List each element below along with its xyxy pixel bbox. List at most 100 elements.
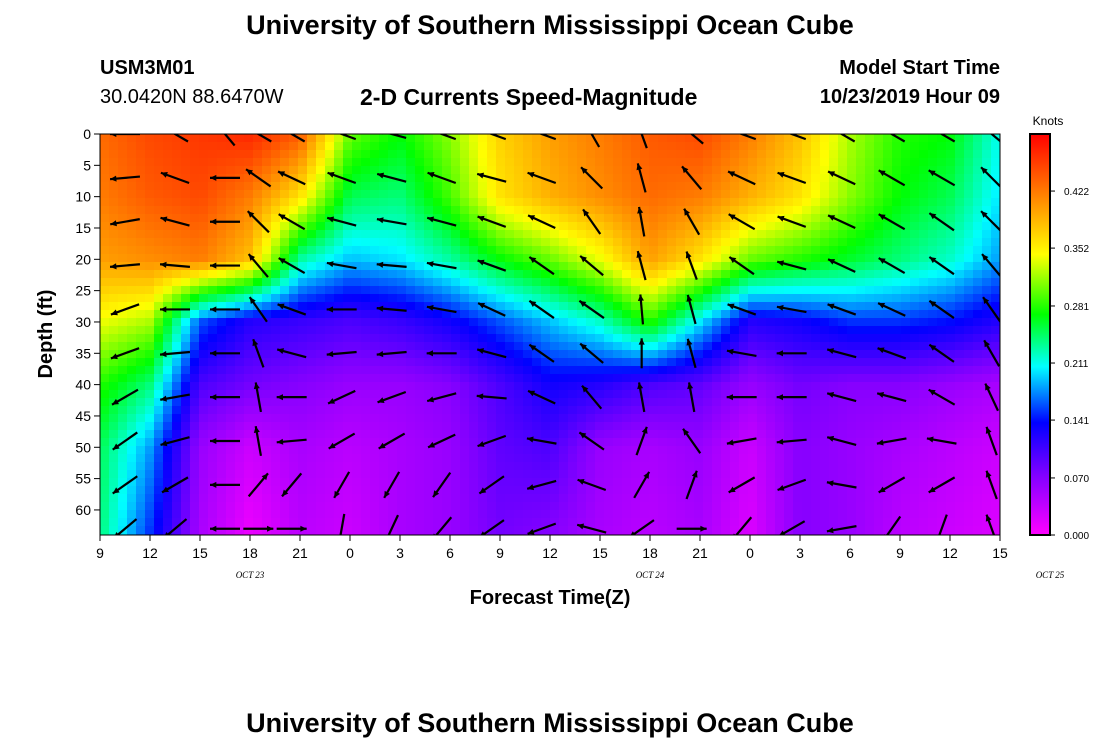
heatmap-cell	[127, 150, 137, 159]
heatmap-cell	[487, 366, 497, 375]
heatmap-cell	[415, 150, 425, 159]
heatmap-cell	[316, 462, 326, 471]
heatmap-cell	[955, 134, 965, 143]
heatmap-cell	[793, 206, 803, 215]
heatmap-cell	[262, 390, 272, 399]
heatmap-cell	[811, 502, 821, 511]
heatmap-cell	[136, 166, 146, 175]
heatmap-cell	[829, 382, 839, 391]
heatmap-cell	[568, 502, 578, 511]
heatmap-cell	[676, 510, 686, 519]
heatmap-cell	[298, 342, 308, 351]
heatmap-cell	[109, 182, 119, 191]
heatmap-cell	[973, 430, 983, 439]
heatmap-cell	[154, 446, 164, 455]
heatmap-cell	[208, 222, 218, 231]
heatmap-cell	[496, 486, 506, 495]
heatmap-cell	[820, 166, 830, 175]
heatmap-cell	[181, 246, 191, 255]
heatmap-cell	[883, 398, 893, 407]
heatmap-cell	[181, 510, 191, 519]
heatmap-cell	[379, 422, 389, 431]
heatmap-cell	[235, 142, 245, 151]
heatmap-cell	[361, 302, 371, 311]
heatmap-cell	[856, 174, 866, 183]
heatmap-cell	[712, 142, 722, 151]
heatmap-cell	[109, 206, 119, 215]
heatmap-cell	[370, 326, 380, 335]
heatmap-cell	[505, 238, 515, 247]
heatmap-cell	[298, 326, 308, 335]
heatmap-cell	[973, 422, 983, 431]
heatmap-cell	[190, 214, 200, 223]
heatmap-cell	[649, 438, 659, 447]
heatmap-cell	[973, 190, 983, 199]
heatmap-cell	[577, 206, 587, 215]
heatmap-cell	[901, 238, 911, 247]
heatmap-cell	[496, 494, 506, 503]
heatmap-cell	[388, 334, 398, 343]
heatmap-cell	[163, 446, 173, 455]
heatmap-cell	[613, 270, 623, 279]
heatmap-cell	[397, 446, 407, 455]
heatmap-cell	[793, 222, 803, 231]
heatmap-cell	[712, 302, 722, 311]
heatmap-cell	[712, 342, 722, 351]
heatmap-cell	[550, 286, 560, 295]
heatmap-cell	[577, 294, 587, 303]
heatmap-cell	[694, 214, 704, 223]
heatmap-cell	[703, 310, 713, 319]
heatmap-cell	[370, 246, 380, 255]
heatmap-cell	[118, 494, 128, 503]
heatmap-cell	[316, 294, 326, 303]
heatmap-cell	[100, 270, 110, 279]
heatmap-cell	[424, 462, 434, 471]
heatmap-cell	[298, 270, 308, 279]
heatmap-cell	[370, 238, 380, 247]
heatmap-cell	[559, 470, 569, 479]
heatmap-cell	[730, 430, 740, 439]
heatmap-cell	[289, 502, 299, 511]
heatmap-cell	[325, 158, 335, 167]
heatmap-cell	[271, 390, 281, 399]
heatmap-cell	[568, 166, 578, 175]
heatmap-cell	[730, 142, 740, 151]
heatmap-cell	[406, 366, 416, 375]
heatmap-cell	[145, 518, 155, 527]
heatmap-cell	[649, 334, 659, 343]
heatmap-cell	[541, 198, 551, 207]
heatmap-cell	[649, 222, 659, 231]
heatmap-cell	[451, 326, 461, 335]
heatmap-cell	[649, 310, 659, 319]
heatmap-cell	[145, 286, 155, 295]
heatmap-cell	[676, 430, 686, 439]
heatmap-cell	[523, 382, 533, 391]
heatmap-cell	[235, 166, 245, 175]
heatmap-cell	[937, 214, 947, 223]
heatmap-cell	[343, 230, 353, 239]
heatmap-cell	[820, 510, 830, 519]
heatmap-cell	[694, 518, 704, 527]
heatmap-cell	[406, 166, 416, 175]
heatmap-cell	[865, 390, 875, 399]
heatmap-cell	[757, 502, 767, 511]
heatmap-cell	[793, 366, 803, 375]
heatmap-cell	[460, 222, 470, 231]
heatmap-cell	[622, 454, 632, 463]
heatmap-cell	[145, 182, 155, 191]
heatmap-cell	[757, 358, 767, 367]
heatmap-cell	[739, 254, 749, 263]
heatmap-cell	[514, 262, 524, 271]
heatmap-cell	[514, 286, 524, 295]
heatmap-cell	[802, 350, 812, 359]
heatmap-cell	[514, 486, 524, 495]
heatmap-cell	[127, 486, 137, 495]
heatmap-cell	[316, 502, 326, 511]
heatmap-cell	[244, 174, 254, 183]
heatmap-cell	[514, 478, 524, 487]
heatmap-cell	[847, 246, 857, 255]
heatmap-cell	[577, 174, 587, 183]
heatmap-cell	[136, 446, 146, 455]
heatmap-cell	[505, 134, 515, 143]
heatmap-cell	[541, 278, 551, 287]
